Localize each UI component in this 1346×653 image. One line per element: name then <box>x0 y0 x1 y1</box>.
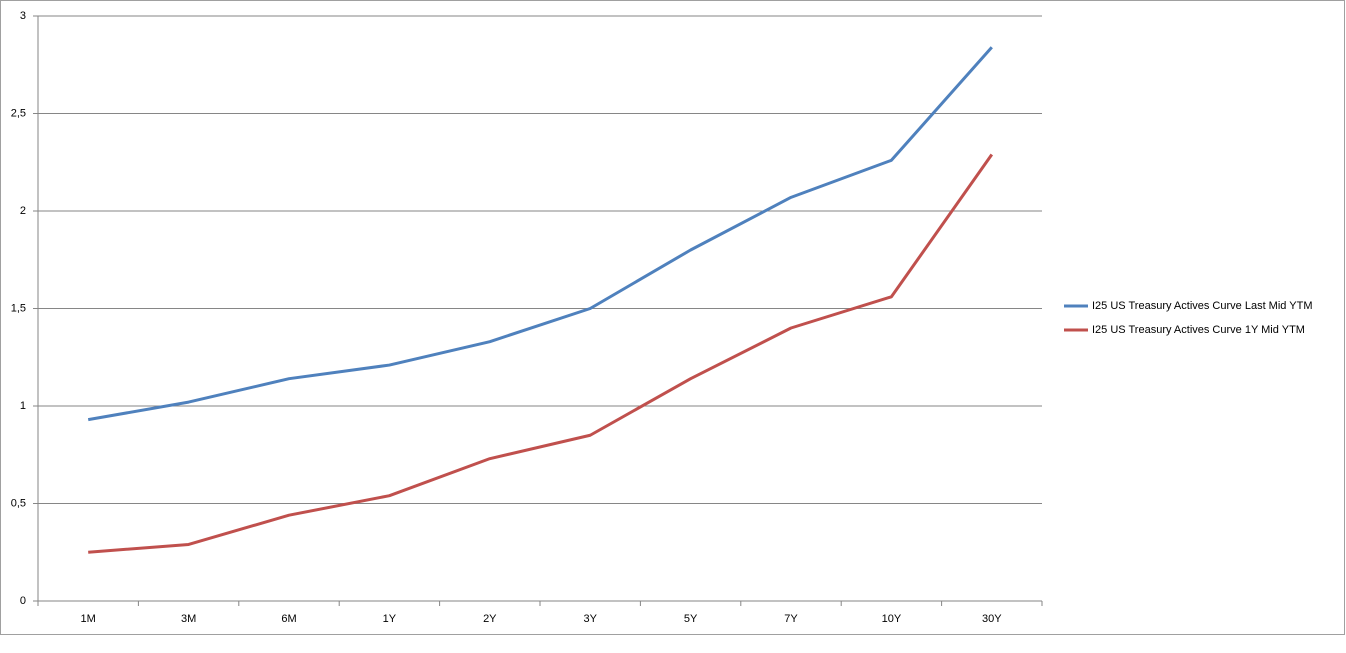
x-tick-label: 7Y <box>784 613 798 625</box>
x-tick-label: 10Y <box>882 613 902 625</box>
x-tick-label: 3Y <box>583 613 597 625</box>
x-tick-label: 5Y <box>684 613 698 625</box>
x-tick-label: 30Y <box>982 613 1002 625</box>
y-tick-label: 2,5 <box>11 107 26 119</box>
x-tick-label: 6M <box>281 613 296 625</box>
x-tick-label: 2Y <box>483 613 497 625</box>
x-tick-label: 1Y <box>383 613 397 625</box>
y-tick-label: 0 <box>20 595 26 607</box>
legend-label: I25 US Treasury Actives Curve Last Mid Y… <box>1092 300 1312 312</box>
y-tick-label: 2 <box>20 205 26 217</box>
series-line <box>88 153 994 554</box>
series-line <box>87 46 993 422</box>
y-tick-label: 0,5 <box>11 497 26 509</box>
y-tick-label: 1 <box>20 400 26 412</box>
x-tick-label: 1M <box>81 613 96 625</box>
chart-border <box>0 0 1345 635</box>
legend-label: I25 US Treasury Actives Curve 1Y Mid YTM <box>1092 324 1305 336</box>
x-tick-label: 3M <box>181 613 196 625</box>
y-tick-label: 1,5 <box>11 302 26 314</box>
y-tick-label: 3 <box>20 10 26 22</box>
